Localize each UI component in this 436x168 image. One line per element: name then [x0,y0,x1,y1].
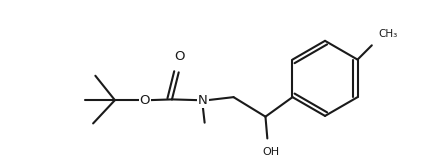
Text: O: O [174,50,185,63]
Text: O: O [140,94,150,107]
Text: CH₃: CH₃ [378,29,398,39]
Text: N: N [198,94,208,107]
Text: OH: OH [262,147,279,157]
